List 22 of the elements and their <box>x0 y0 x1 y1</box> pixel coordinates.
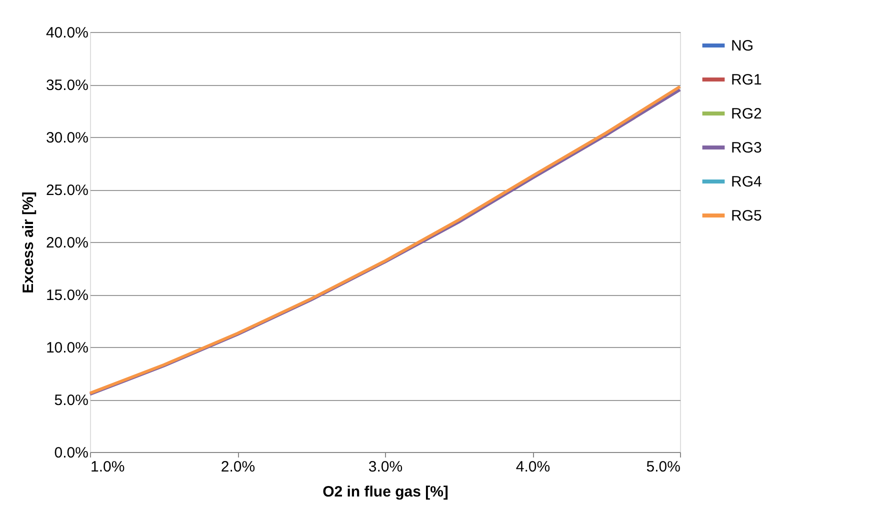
legend-label: NG <box>731 38 754 54</box>
x-tick-label: 2.0% <box>220 458 256 476</box>
x-tick-label: 4.0% <box>516 458 550 476</box>
y-tick-label: 30.0% <box>46 130 88 146</box>
y-axis-title: Excess air [%] <box>20 192 37 294</box>
y-tick-label: 20.0% <box>46 234 88 252</box>
y-tick-label: 10.0% <box>46 340 88 356</box>
x-tick-label: 1.0% <box>90 458 125 476</box>
x-axis-title: O2 in flue gas [%] <box>322 484 448 500</box>
y-tick-label: 40.0% <box>46 24 88 42</box>
y-tick-label: 15.0% <box>46 287 88 304</box>
y-tick-label: 5.0% <box>54 392 88 409</box>
y-tick-label: 25.0% <box>46 182 88 199</box>
legend-label: RG2 <box>731 106 762 122</box>
legend-label: RG5 <box>731 208 762 224</box>
x-tick-label: 3.0% <box>368 458 403 476</box>
legend-label: RG4 <box>731 174 762 190</box>
legend-label: RG1 <box>731 72 762 88</box>
y-tick-label: 35.0% <box>46 77 88 94</box>
y-tick-label: 0.0% <box>54 444 88 462</box>
legend-label: RG3 <box>731 140 762 156</box>
x-tick-label: 5.0% <box>646 458 680 476</box>
